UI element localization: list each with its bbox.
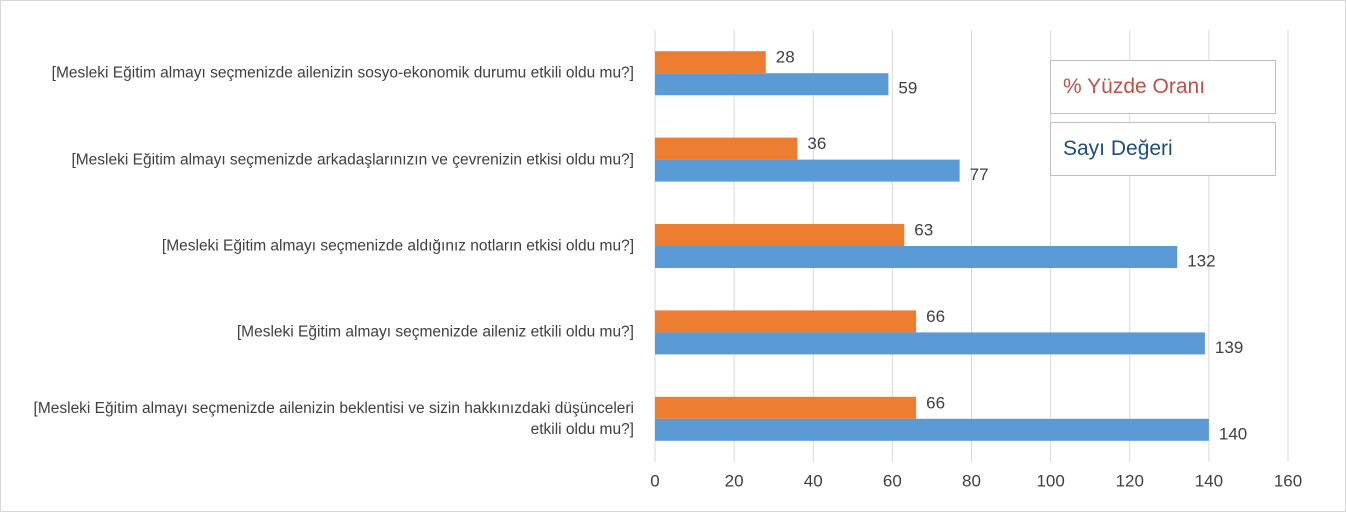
y-tick-label: [Mesleki Eğitim almayı seçmenizde aileni…	[51, 64, 634, 82]
x-tick-label: 80	[962, 471, 981, 490]
bar	[655, 396, 917, 419]
data-label: 139	[1215, 338, 1243, 357]
bar	[655, 332, 1205, 355]
x-tick-label: 160	[1274, 471, 1302, 490]
x-tick-label: 140	[1195, 471, 1223, 490]
data-label: 63	[914, 220, 933, 239]
x-tick-label: 100	[1036, 471, 1064, 490]
bar	[655, 310, 917, 333]
x-tick-label: 120	[1116, 471, 1144, 490]
data-label: 132	[1187, 251, 1215, 270]
bar	[655, 224, 905, 246]
x-tick-label: 20	[725, 471, 744, 490]
bar	[655, 137, 798, 160]
bar	[655, 246, 1178, 268]
y-tick-label: [Mesleki Eğitim almayı seçmenizde aldığı…	[161, 237, 634, 255]
x-tick-label: 0	[650, 471, 659, 490]
bar	[655, 73, 889, 96]
bar	[655, 51, 766, 74]
legend-entry: % Yüzde Oranı	[1050, 60, 1276, 114]
data-label: 140	[1219, 424, 1247, 443]
legend-entry: Sayı Değeri	[1050, 122, 1276, 176]
data-label: 66	[926, 307, 945, 326]
y-tick-label: [Mesleki Eğitim almayı seçmenizde aileni…	[236, 323, 634, 341]
data-label: 77	[970, 165, 989, 184]
bar	[655, 159, 960, 182]
y-tick-label: [Mesleki Eğitim almayı seçmenizde aileni…	[33, 399, 634, 438]
x-tick-label: 60	[883, 471, 902, 490]
y-tick-label: [Mesleki Eğitim almayı seçmenizde arkada…	[71, 151, 634, 169]
data-label: 36	[807, 134, 826, 153]
data-label: 28	[776, 48, 795, 67]
data-label: 59	[898, 79, 917, 98]
data-label: 66	[926, 393, 945, 412]
bar	[655, 418, 1209, 441]
x-tick-label: 40	[804, 471, 823, 490]
